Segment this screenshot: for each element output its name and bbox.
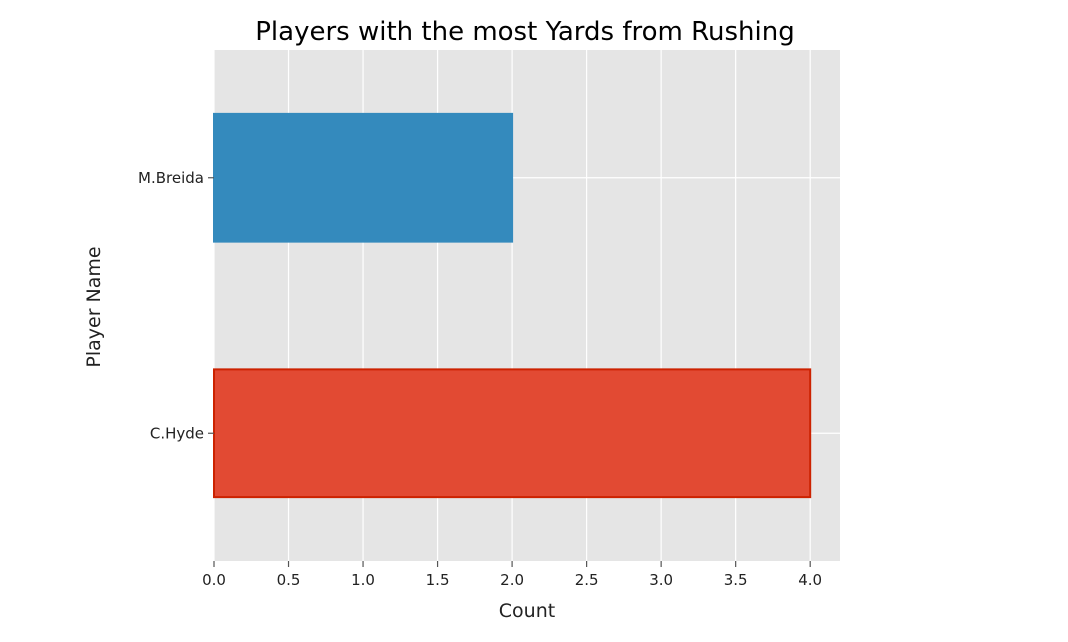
x-tick-label: 1.0 — [351, 571, 375, 589]
x-tick-label: 3.5 — [724, 571, 748, 589]
bars — [213, 112, 812, 499]
x-tick-label: 2.5 — [575, 571, 599, 589]
y-axis-ticks: C.Hyde M.Breida — [138, 169, 214, 442]
x-axis-ticks: 0.0 0.5 1.0 1.5 2.0 2.5 3.0 3.5 4.0 — [202, 561, 822, 589]
x-tick-label: 3.0 — [649, 571, 673, 589]
x-tick-label: 0.0 — [202, 571, 226, 589]
chart-title: Players with the most Yards from Rushing — [255, 17, 794, 47]
x-tick-label: 1.5 — [426, 571, 450, 589]
y-tick-label: M.Breida — [138, 169, 204, 187]
bar-m-breida — [213, 112, 514, 243]
bar-c-hyde — [213, 368, 812, 499]
x-tick-label: 4.0 — [798, 571, 822, 589]
x-tick-label: 0.5 — [277, 571, 301, 589]
x-tick-label: 2.0 — [500, 571, 524, 589]
x-axis-label: Count — [499, 600, 555, 622]
y-tick-label: C.Hyde — [150, 424, 204, 442]
y-axis-label: Player Name — [83, 246, 105, 367]
